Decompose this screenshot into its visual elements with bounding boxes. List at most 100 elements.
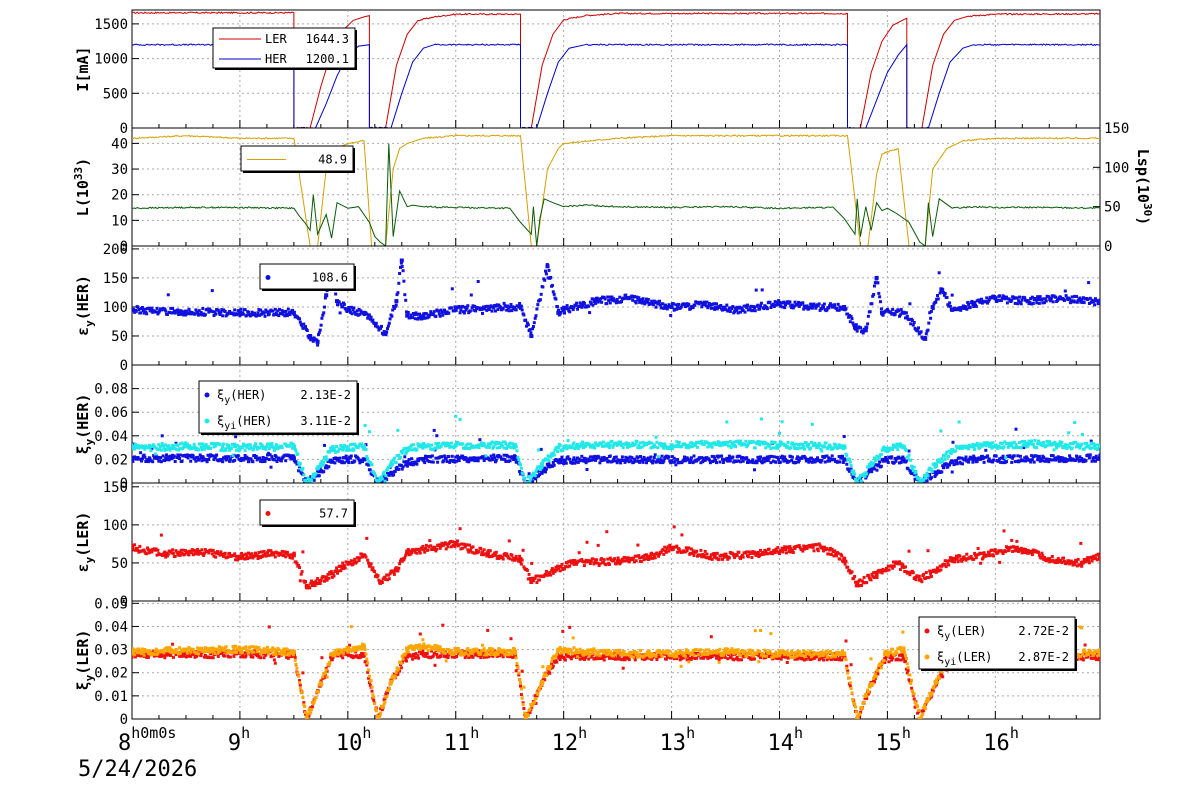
- data-point: [293, 447, 297, 451]
- data-point: [1098, 298, 1100, 302]
- data-point: [805, 459, 809, 463]
- data-point: [342, 446, 345, 450]
- data-point: [184, 441, 187, 445]
- data-point: [557, 446, 560, 450]
- data-point: [985, 296, 989, 300]
- data-point: [415, 448, 419, 452]
- data-point: [843, 562, 847, 566]
- data-point: [658, 441, 662, 445]
- data-point: [762, 307, 766, 311]
- data-point: [198, 442, 202, 446]
- data-point: [539, 447, 543, 451]
- data-point: [893, 312, 897, 316]
- data-point: [497, 441, 501, 444]
- data-point: [235, 554, 238, 558]
- data-point: [238, 314, 242, 318]
- data-point: [374, 321, 378, 325]
- data-point: [403, 447, 407, 451]
- data-point: [648, 458, 652, 462]
- data-point: [533, 316, 537, 320]
- data-point: [717, 557, 721, 561]
- data-point: [616, 443, 620, 446]
- data-point: [1004, 456, 1008, 460]
- data-point: [591, 443, 595, 447]
- data-point: [274, 311, 278, 315]
- data-point: [315, 582, 319, 586]
- data-point: [434, 442, 438, 446]
- data-point: [802, 307, 806, 311]
- data-point: [622, 459, 626, 462]
- data-point: [276, 309, 280, 313]
- data-point: [852, 576, 856, 580]
- data-point: [1051, 300, 1055, 304]
- data-point: [776, 446, 780, 450]
- data-point: [449, 306, 453, 310]
- data-point: [961, 304, 965, 308]
- data-point: [513, 454, 517, 458]
- data-point: [256, 557, 260, 560]
- data-point: [353, 310, 357, 314]
- data-point: [286, 444, 290, 448]
- data-point: [865, 325, 869, 329]
- data-point: [662, 446, 666, 450]
- data-point: [663, 305, 667, 309]
- data-point: [211, 548, 215, 552]
- data-point: [239, 459, 243, 463]
- data-point: [540, 465, 544, 469]
- data-point: [1012, 440, 1016, 444]
- data-point: [674, 463, 678, 467]
- data-point: [667, 455, 671, 459]
- data-point: [319, 461, 323, 465]
- data-point: [755, 442, 759, 446]
- data-point: [623, 460, 627, 464]
- data-point: [463, 545, 467, 549]
- data-point: [751, 308, 755, 312]
- data-point: [960, 559, 964, 563]
- data-point: [626, 558, 629, 562]
- data-point: [511, 558, 515, 562]
- data-point: [1030, 439, 1034, 443]
- data-point: [588, 562, 592, 565]
- data-point: [279, 553, 283, 557]
- data-point: [859, 326, 863, 330]
- data-point: [804, 441, 808, 445]
- data-point: [459, 547, 463, 551]
- data-point: [1096, 552, 1100, 556]
- data-point: [872, 571, 876, 575]
- data-point: [504, 442, 508, 446]
- data-point: [1012, 296, 1016, 300]
- data-point: [736, 439, 740, 443]
- data-point: [624, 556, 628, 560]
- data-point: [348, 308, 352, 312]
- data-point: [328, 450, 332, 454]
- data-point: [535, 467, 539, 471]
- data-point: [361, 447, 365, 451]
- data-point: [1056, 557, 1060, 561]
- data-point: [568, 457, 572, 461]
- data-point: [601, 561, 605, 564]
- data-point: [1019, 546, 1023, 550]
- data-point: [244, 552, 248, 556]
- data-point: [371, 566, 375, 570]
- data-point: [579, 442, 583, 446]
- data-point: [322, 575, 326, 579]
- data-point: [839, 445, 843, 449]
- data-point: [645, 554, 649, 558]
- data-point: [774, 547, 778, 551]
- data-point: [490, 309, 494, 313]
- data-point: [722, 555, 726, 559]
- data-point: [727, 457, 731, 461]
- data-point: [1020, 440, 1024, 443]
- data-point: [1008, 441, 1012, 445]
- data-point: [253, 444, 257, 448]
- data-point: [755, 461, 759, 465]
- data-point: [554, 565, 558, 569]
- y-tick-label: 1000: [94, 52, 128, 68]
- data-point: [955, 462, 959, 466]
- data-point: [453, 307, 458, 312]
- data-point: [1041, 554, 1045, 558]
- data-point: [590, 455, 594, 459]
- data-point: [791, 306, 795, 310]
- data-point: [430, 443, 434, 447]
- data-point: [437, 543, 441, 547]
